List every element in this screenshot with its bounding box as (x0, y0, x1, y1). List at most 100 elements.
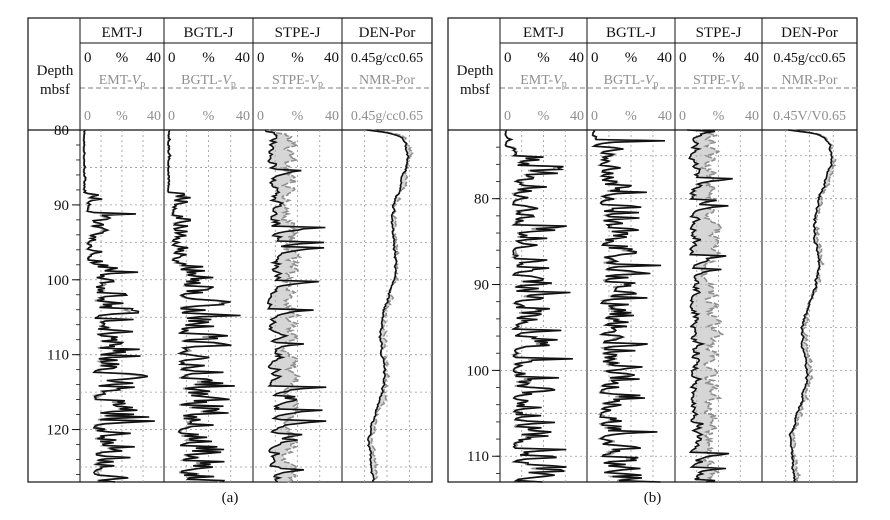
curve2-label: STPE-Vp (272, 73, 323, 90)
curve2-name: BGTL- (181, 73, 223, 88)
scale2-range: 0.45g/cc0.65 (351, 109, 423, 124)
depth-tick-label: 100 (47, 273, 70, 289)
scale2-min: 0 (591, 109, 598, 124)
scale2-min: 0 (504, 109, 511, 124)
curve2-label: NMR-Por (781, 73, 837, 88)
track-title: BGTL-J (606, 25, 656, 41)
curve2-name: STPE- (272, 73, 310, 88)
scale-unit: % (625, 50, 638, 66)
scale2-unit: % (538, 109, 550, 124)
fill-between (788, 130, 836, 482)
curve2-subsub: p (653, 79, 658, 90)
curve2-name: EMT- (520, 73, 553, 88)
scale-min: 0 (84, 50, 92, 66)
depth-tick-label: 90 (54, 198, 69, 214)
curve2-label: NMR-Por (359, 73, 415, 88)
depth-tick-label: 80 (54, 123, 69, 139)
curve2-name: EMT- (99, 73, 132, 88)
scale2-max: 40 (236, 109, 250, 124)
scale-range: 0.45g/cc0.65 (773, 51, 845, 66)
scale2-min: 0 (168, 109, 175, 124)
curve-secondary (369, 129, 414, 483)
depth-tick-label: 90 (474, 278, 489, 294)
curve2-name: BGTL- (604, 73, 646, 88)
curve2-name: STPE- (693, 73, 731, 88)
scale-unit: % (116, 50, 129, 66)
track-title: STPE-J (696, 25, 742, 41)
scale2-max: 40 (745, 109, 759, 124)
curve2-subsub: p (562, 79, 567, 90)
curve2-sub: V (645, 73, 655, 88)
track-title: DEN-Por (359, 25, 416, 41)
scale2-max: 40 (325, 109, 339, 124)
depth-unit-label: mbsf (40, 82, 70, 98)
curve2-sub: V (553, 73, 563, 88)
scale-max: 40 (657, 50, 672, 66)
track-title: DEN-Por (781, 25, 838, 41)
curve-primary (788, 129, 833, 483)
scale2-min: 0 (84, 109, 91, 124)
scale2-unit: % (116, 109, 128, 124)
scale-unit: % (202, 50, 215, 66)
curve-primary (687, 129, 733, 483)
curve2-name: NMR-Por (781, 73, 837, 88)
scale2-max: 40 (658, 109, 672, 124)
curve-primary (83, 129, 155, 483)
curve2-sub: V (730, 73, 740, 88)
depth-tick-label: 80 (474, 192, 489, 208)
scale-min: 0 (168, 50, 176, 66)
scale-max: 40 (146, 50, 161, 66)
scale2-unit: % (292, 109, 304, 124)
fill-between (687, 130, 733, 482)
scale-unit: % (537, 50, 550, 66)
curve-primary (167, 129, 241, 483)
scale2-min: 0 (679, 109, 686, 124)
depth-unit-label: mbsf (460, 82, 490, 98)
scale2-unit: % (203, 109, 215, 124)
scale2-max: 40 (147, 109, 161, 124)
curve-primary (366, 129, 410, 483)
scale2-unit: % (625, 109, 637, 124)
fill-between (265, 130, 327, 482)
curve2-sub: V (309, 73, 319, 88)
depth-tick-label: 110 (467, 449, 489, 465)
curve2-sub: V (222, 73, 232, 88)
depth-tick-label: 110 (47, 348, 69, 364)
curve2-subsub: p (231, 79, 236, 90)
curve2-name: NMR-Por (359, 73, 415, 88)
curve2-subsub: p (140, 79, 145, 90)
curve-secondary (591, 129, 655, 483)
scale-unit: % (712, 50, 725, 66)
panel-label: (a) (222, 490, 239, 506)
curve-primary (264, 129, 327, 483)
curve2-label: BGTL-Vp (604, 73, 659, 90)
depth-tick-label: 100 (467, 363, 490, 379)
depth-header-label: Depth (37, 63, 74, 79)
scale2-range: 0.45V/V0.65 (773, 109, 846, 124)
curve2-label: EMT-Vp (99, 73, 146, 90)
curve-secondary (698, 129, 725, 483)
curve2-sub: V (132, 73, 142, 88)
curve2-label: STPE-Vp (693, 73, 744, 90)
track-title: BGTL-J (184, 25, 234, 41)
scale-max: 40 (324, 50, 339, 66)
curve-secondary (268, 129, 303, 483)
scale-range: 0.45g/cc0.65 (351, 51, 423, 66)
curve-primary (590, 129, 666, 483)
scale-max: 40 (235, 50, 250, 66)
depth-header-label: Depth (457, 63, 494, 79)
curve2-label: BGTL-Vp (181, 73, 236, 90)
scale2-min: 0 (257, 109, 264, 124)
track-title: STPE-J (275, 25, 321, 41)
scale-min: 0 (591, 50, 599, 66)
panel-frame (27, 17, 433, 483)
scale-min: 0 (679, 50, 687, 66)
curve-primary (504, 129, 573, 483)
scale-min: 0 (257, 50, 265, 66)
curve2-subsub: p (739, 79, 744, 90)
panel-label: (b) (644, 490, 662, 506)
fill-between (366, 130, 413, 482)
scale-min: 0 (504, 50, 512, 66)
